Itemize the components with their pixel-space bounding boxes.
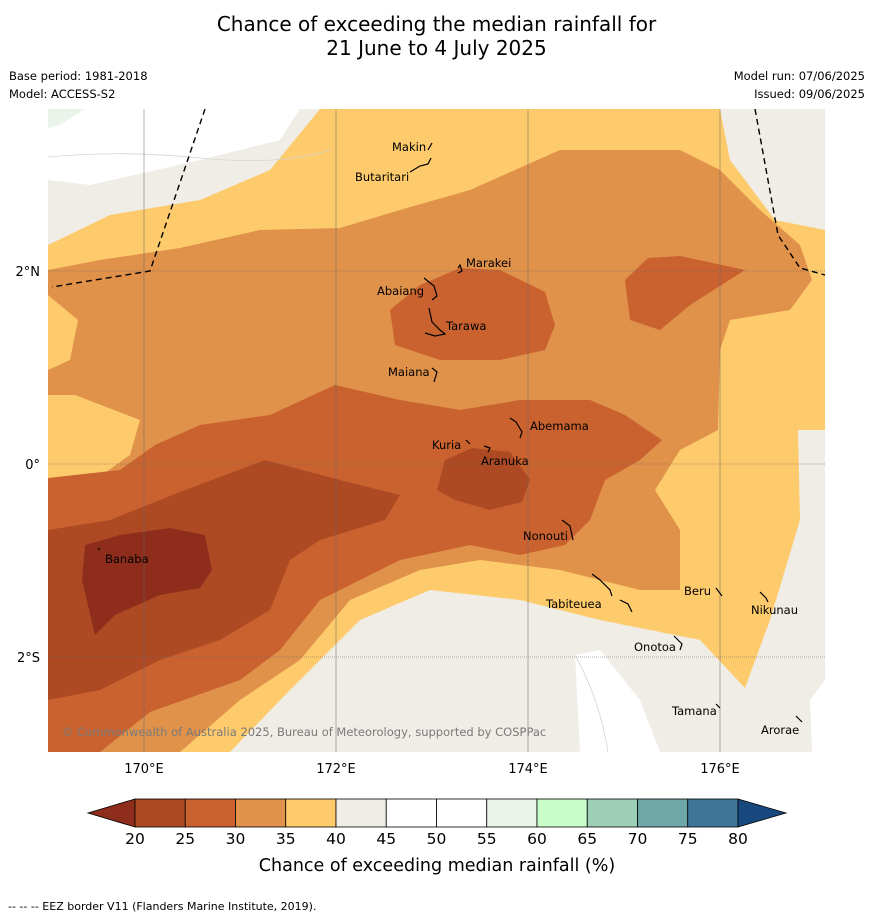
colorbar-tick-label: 60 [527, 830, 547, 848]
colorbar-cell [687, 798, 739, 828]
colorbar-tick-label: 80 [728, 830, 748, 848]
colorbar-extend-high [737, 798, 788, 828]
zone-55-60 [48, 109, 85, 128]
zone-20-25 [48, 460, 400, 700]
colorbar-cell [536, 798, 588, 828]
issued-date: Issued: 09/06/2025 [754, 87, 865, 101]
lon-axis-labels: 170°E 172°E 174°E 176°E [124, 762, 740, 777]
colorbar-cell [586, 798, 638, 828]
island-label: Abaiang [377, 284, 424, 298]
island-labels: Makin Butaritari Marakei Abaiang Tarawa … [105, 140, 799, 737]
rainfall-map: Makin Butaritari Marakei Abaiang Tarawa … [48, 109, 825, 752]
zone-25-30 [625, 256, 745, 330]
island-label: Makin [392, 140, 426, 154]
island-label: Banaba [105, 552, 149, 566]
map-title: Chance of exceeding the median rainfall … [0, 12, 873, 60]
island-label: Tamana [671, 704, 717, 718]
title-line-1: Chance of exceeding the median rainfall … [216, 12, 657, 36]
colorbar-tick-label: 40 [326, 830, 346, 848]
island-label: Beru [684, 584, 711, 598]
island-label: Butaritari [355, 170, 409, 184]
colorbar-tick-label: 25 [175, 830, 195, 848]
island-label: Tabiteuea [545, 597, 602, 611]
zone-25-30 [390, 268, 555, 360]
island-label: Aranuka [481, 454, 529, 468]
colorbar-cell [285, 798, 337, 828]
colorbar-tick-label: 55 [477, 830, 497, 848]
lat-axis-labels: 2°N 0° 2°S [16, 265, 41, 666]
zone-45-50 [810, 680, 825, 752]
colorbar-cell [637, 798, 689, 828]
colorbar-tick-label: 70 [628, 830, 648, 848]
colorbar-tick-label: 50 [427, 830, 447, 848]
colorbar-cell [436, 798, 488, 828]
copyright-text: © Commonwealth of Australia 2025, Bureau… [62, 725, 546, 739]
colorbar-tick-label: 45 [376, 830, 396, 848]
lat-label: 2°N [16, 265, 41, 280]
lon-label: 176°E [700, 762, 740, 777]
colorbar-tick-label: 20 [125, 830, 145, 848]
lon-label: 170°E [124, 762, 164, 777]
colorbar-tick-label: 65 [577, 830, 597, 848]
colorbar: 20 25 30 35 40 45 50 55 60 65 70 75 80 Chance of exc… [86, 798, 788, 876]
eez-footnote: -- -- -- EEZ border V11 (Flanders Marine… [8, 900, 317, 913]
island-label: Nikunau [751, 603, 798, 617]
colorbar-tick-label: 35 [276, 830, 296, 848]
lat-label: 0° [25, 458, 40, 473]
colorbar-cell [235, 798, 287, 828]
zone-45-50 [48, 109, 300, 185]
colorbar-tick-label: 75 [678, 830, 698, 848]
island-label: Onotoa [634, 640, 676, 654]
island-label: Nonouti [523, 529, 568, 543]
island-label: Tarawa [445, 319, 486, 333]
colorbar-title: Chance of exceeding median rainfall (%) [259, 856, 615, 876]
lon-label: 172°E [316, 762, 356, 777]
model-name: Model: ACCESS-S2 [9, 87, 116, 101]
island-outlines [97, 142, 803, 723]
title-line-2: 21 June to 4 July 2025 [326, 36, 547, 60]
lat-label: 2°S [17, 651, 40, 666]
island-label: Abemama [530, 419, 589, 433]
colorbar-cell [184, 798, 236, 828]
colorbar-tick-label: 30 [226, 830, 246, 848]
lon-label: 174°E [508, 762, 548, 777]
colorbar-cell [335, 798, 387, 828]
model-run: Model run: 07/06/2025 [733, 69, 865, 83]
island-label: Arorae [761, 723, 799, 737]
colorbar-cell [134, 798, 186, 828]
island-label: Kuria [432, 438, 461, 452]
base-period: Base period: 1981-2018 [9, 69, 148, 83]
island-label: Marakei [466, 256, 511, 270]
zone-below-20 [82, 528, 212, 635]
eez-border [51, 109, 825, 288]
zone-45-50 [575, 650, 660, 752]
colorbar-cell [486, 798, 538, 828]
colorbar-extend-low [86, 798, 136, 828]
graticule [48, 109, 825, 752]
island-label: Maiana [388, 365, 430, 379]
zone-20-25 [437, 448, 530, 510]
colorbar-cell [385, 798, 437, 828]
